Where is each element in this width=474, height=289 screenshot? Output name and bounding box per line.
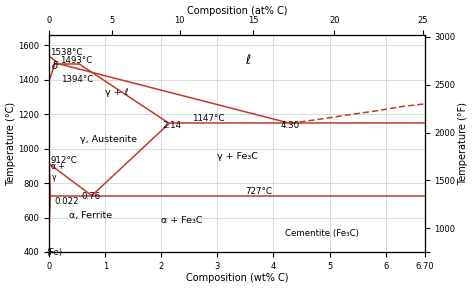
- Text: α, Ferrite: α, Ferrite: [69, 210, 112, 220]
- Text: 0.022: 0.022: [55, 197, 80, 206]
- Text: 1394°C: 1394°C: [62, 75, 94, 84]
- Text: 1147°C: 1147°C: [192, 114, 225, 123]
- Y-axis label: Temperature (°F): Temperature (°F): [458, 102, 468, 185]
- Text: γ + Fe₃C: γ + Fe₃C: [218, 152, 258, 161]
- Text: δ: δ: [51, 62, 58, 71]
- Text: ℓ: ℓ: [246, 54, 251, 67]
- Text: 912°C: 912°C: [50, 156, 77, 165]
- Text: 4.30: 4.30: [280, 121, 299, 130]
- Text: Cementite (Fe₃C): Cementite (Fe₃C): [285, 229, 358, 238]
- Text: α +
γ: α + γ: [51, 162, 65, 182]
- Text: 1538°C: 1538°C: [50, 48, 82, 57]
- Text: (Fe): (Fe): [46, 247, 63, 257]
- Text: 0.76: 0.76: [81, 192, 100, 201]
- X-axis label: Composition (wt% C): Composition (wt% C): [186, 273, 288, 284]
- Text: 1493°C: 1493°C: [60, 56, 92, 65]
- Text: γ + ℓ: γ + ℓ: [105, 88, 129, 97]
- Y-axis label: Temperature (°C): Temperature (°C): [6, 101, 16, 186]
- Text: 2.14: 2.14: [163, 121, 182, 130]
- Text: γ, Austenite: γ, Austenite: [80, 135, 137, 144]
- Text: 727°C: 727°C: [246, 187, 272, 196]
- X-axis label: Composition (at% C): Composition (at% C): [187, 5, 287, 16]
- Text: α + Fe₃C: α + Fe₃C: [161, 216, 203, 225]
